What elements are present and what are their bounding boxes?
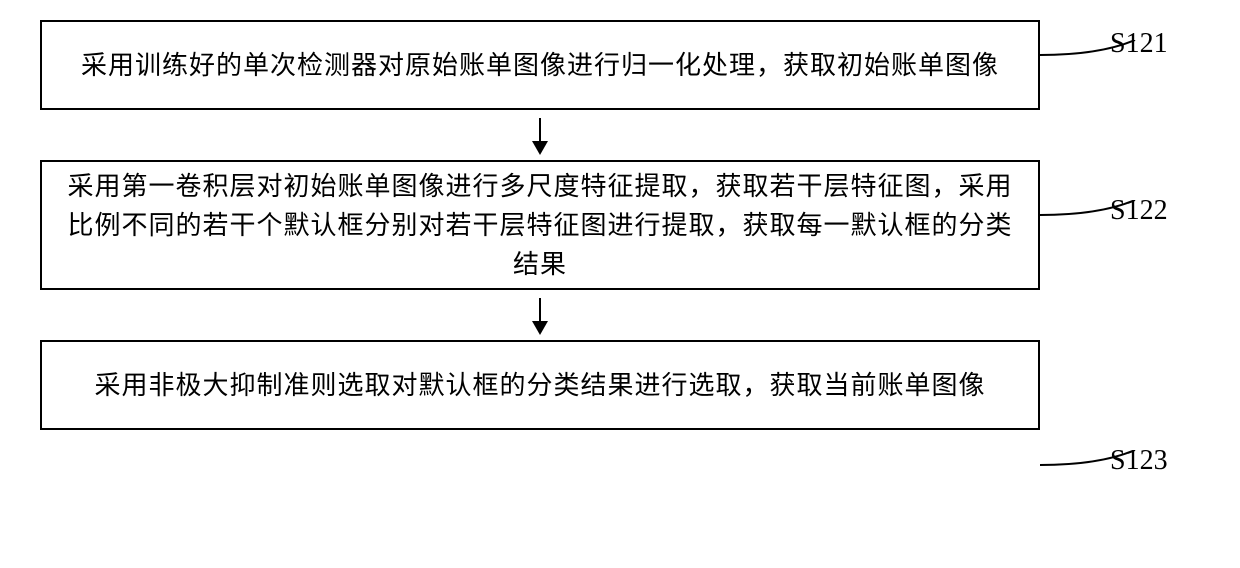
arrow-line <box>539 298 541 333</box>
arrow-head-icon <box>532 321 548 335</box>
flow-step-s121: 采用训练好的单次检测器对原始账单图像进行归一化处理，获取初始账单图像 <box>40 20 1040 110</box>
step-label-s122: S122 <box>1110 195 1168 227</box>
flow-step-s122: 采用第一卷积层对初始账单图像进行多尺度特征提取，获取若干层特征图，采用比例不同的… <box>40 160 1040 290</box>
flow-arrow-2 <box>40 290 1040 340</box>
arrow-head-icon <box>532 141 548 155</box>
flow-step-s123: 采用非极大抑制准则选取对默认框的分类结果进行选取，获取当前账单图像 <box>40 340 1040 430</box>
flowchart-container: 采用训练好的单次检测器对原始账单图像进行归一化处理，获取初始账单图像 采用第一卷… <box>40 20 1200 430</box>
step-label-s123: S123 <box>1110 445 1168 477</box>
step-label-s121: S121 <box>1110 28 1168 60</box>
flow-arrow-1 <box>40 110 1040 160</box>
arrow-line <box>539 118 541 153</box>
flow-step-text: 采用训练好的单次检测器对原始账单图像进行归一化处理，获取初始账单图像 <box>81 46 999 85</box>
flow-step-text: 采用第一卷积层对初始账单图像进行多尺度特征提取，获取若干层特征图，采用比例不同的… <box>62 167 1018 284</box>
flow-step-text: 采用非极大抑制准则选取对默认框的分类结果进行选取，获取当前账单图像 <box>94 366 985 405</box>
